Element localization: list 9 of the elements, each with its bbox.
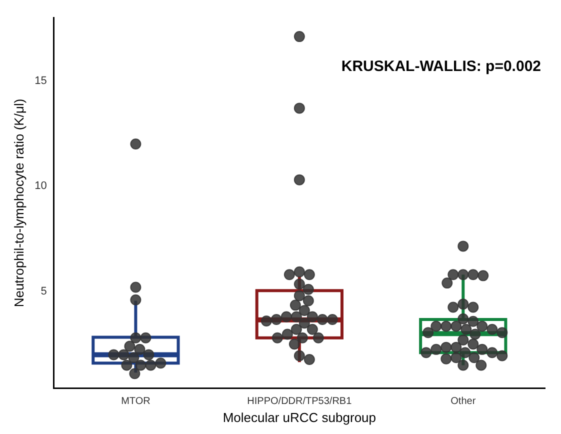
x-tick-label: MTOR: [121, 396, 150, 408]
y-tick-label: 10: [34, 180, 47, 192]
annotation: KRUSKAL-WALLIS: p=0.002: [341, 58, 541, 76]
y-axis-title: Neutrophil-to-lymphocyte ratio (K/μl): [11, 98, 26, 308]
y-tick-label: 15: [34, 74, 47, 87]
y-tick-label: 5: [40, 286, 47, 298]
x-axis-title: Molecular uRCC subgroup: [222, 410, 376, 425]
x-tick-label: HIPPO/DDR/TP53/RB1: [247, 396, 352, 408]
x-tick-label: Other: [450, 396, 476, 408]
